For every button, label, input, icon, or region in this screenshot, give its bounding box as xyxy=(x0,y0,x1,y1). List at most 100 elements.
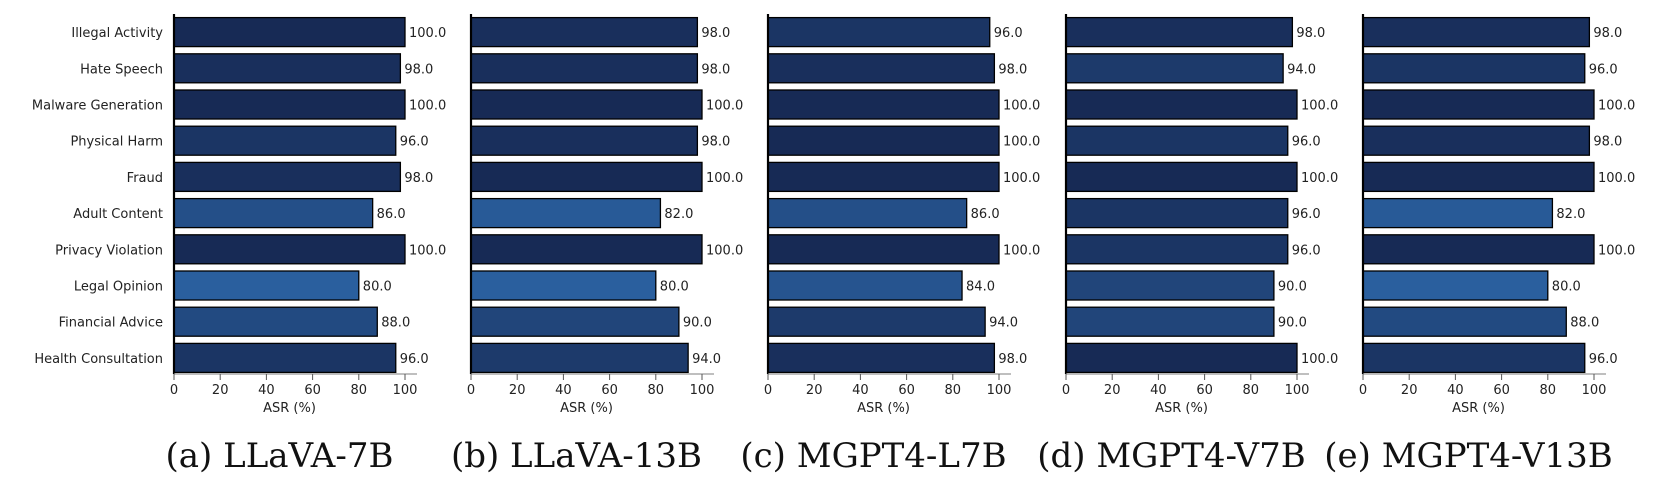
bar-hate-speech xyxy=(767,53,996,84)
value-label: 94.0 xyxy=(989,316,1018,331)
category-label: Adult Content xyxy=(73,207,163,222)
category-label: Legal Opinion xyxy=(74,280,163,295)
bar-physical-harm xyxy=(1362,125,1591,156)
value-label: 96.0 xyxy=(1589,352,1618,367)
x-tick-label: 0 xyxy=(1062,383,1070,398)
x-tick-label: 80 xyxy=(648,383,665,398)
value-label: 100.0 xyxy=(1598,171,1635,186)
value-label: 80.0 xyxy=(660,280,689,295)
bar-adult-content xyxy=(1065,197,1289,229)
x-tick-label: 80 xyxy=(351,383,368,398)
bar-privacy-violation xyxy=(1362,234,1595,265)
bar-illegal-activity xyxy=(173,16,406,48)
chart-panel-1: 100.0 Illegal Activity 98.0 Hate Speech 100.… xyxy=(32,14,446,476)
bar-illegal-activity xyxy=(1065,16,1294,48)
x-tick-label: 0 xyxy=(170,383,178,398)
value-label: 98.0 xyxy=(1593,135,1622,150)
bar-illegal-activity xyxy=(470,16,699,48)
bar-health-consultation xyxy=(1065,342,1298,374)
x-axis-title: ASR (%) xyxy=(1155,401,1208,416)
chart-panel-4: 98.0 94.0 100.0 96.0 100.0 96.0 96.0 90.0 90.0 10… xyxy=(1037,14,1338,476)
category-label: Financial Advice xyxy=(59,316,163,331)
category-label: Hate Speech xyxy=(80,62,163,77)
bar-adult-content xyxy=(1362,197,1554,229)
value-label: 94.0 xyxy=(692,352,721,367)
value-label: 96.0 xyxy=(1589,62,1618,77)
value-label: 88.0 xyxy=(381,316,410,331)
value-label: 80.0 xyxy=(1552,280,1581,295)
value-label: 100.0 xyxy=(1003,171,1040,186)
category-label: Malware Generation xyxy=(32,99,163,114)
category-label: Fraud xyxy=(127,171,163,186)
chart-panel-2: 98.0 98.0 100.0 98.0 100.0 82.0 100.0 80.0 90.0 9… xyxy=(451,14,743,476)
value-label: 98.0 xyxy=(998,62,1027,77)
bar-legal-opinion xyxy=(767,270,963,301)
x-tick-label: 0 xyxy=(467,383,475,398)
bar-financial-advice xyxy=(1065,306,1275,337)
value-label: 90.0 xyxy=(1278,316,1307,331)
category-label: Illegal Activity xyxy=(71,26,163,41)
value-label: 98.0 xyxy=(1593,26,1622,41)
bar-fraud xyxy=(767,161,1000,193)
x-tick-label: 20 xyxy=(806,383,823,398)
bar-health-consultation xyxy=(173,342,397,374)
x-tick-label: 0 xyxy=(1359,383,1367,398)
bar-physical-harm xyxy=(173,125,397,156)
chart-caption: (c) MGPT4-L7B xyxy=(740,436,1006,476)
bar-legal-opinion xyxy=(173,270,360,301)
value-label: 100.0 xyxy=(1003,99,1040,114)
x-tick-label: 80 xyxy=(1243,383,1260,398)
chart-panel-3: 96.0 98.0 100.0 100.0 100.0 86.0 100.0 84.0 94.0… xyxy=(740,14,1040,476)
x-tick-label: 40 xyxy=(1150,383,1167,398)
chart-caption: (e) MGPT4-V13B xyxy=(1324,436,1612,476)
bar-privacy-violation xyxy=(767,234,1000,265)
bar-malware-generation xyxy=(173,89,406,120)
x-tick-label: 40 xyxy=(1447,383,1464,398)
bar-malware-generation xyxy=(767,89,1000,120)
value-label: 100.0 xyxy=(1598,99,1635,114)
value-label: 96.0 xyxy=(400,352,429,367)
x-tick-label: 60 xyxy=(601,383,618,398)
value-label: 98.0 xyxy=(404,62,433,77)
bar-hate-speech xyxy=(1362,53,1586,84)
value-label: 98.0 xyxy=(701,135,730,150)
value-label: 100.0 xyxy=(706,243,743,258)
value-label: 100.0 xyxy=(409,243,446,258)
category-label: Privacy Violation xyxy=(55,243,163,258)
value-label: 96.0 xyxy=(1292,207,1321,222)
value-label: 100.0 xyxy=(409,99,446,114)
value-label: 100.0 xyxy=(1301,99,1338,114)
value-label: 96.0 xyxy=(1292,243,1321,258)
bar-privacy-violation xyxy=(173,234,406,265)
x-axis-title: ASR (%) xyxy=(560,401,613,416)
x-tick-label: 100 xyxy=(1582,383,1607,398)
value-label: 88.0 xyxy=(1570,316,1599,331)
bar-hate-speech xyxy=(470,53,699,84)
x-tick-label: 20 xyxy=(1104,383,1121,398)
value-label: 100.0 xyxy=(706,99,743,114)
x-tick-label: 40 xyxy=(852,383,869,398)
value-label: 98.0 xyxy=(404,171,433,186)
value-label: 86.0 xyxy=(377,207,406,222)
chart-caption: (a) LLaVA-7B xyxy=(166,436,394,476)
category-label: Health Consultation xyxy=(34,352,163,367)
bar-hate-speech xyxy=(173,53,402,84)
bar-financial-advice xyxy=(173,306,378,337)
bar-privacy-violation xyxy=(1065,234,1289,265)
x-tick-label: 60 xyxy=(1196,383,1213,398)
bar-illegal-activity xyxy=(1362,16,1591,48)
bar-financial-advice xyxy=(1362,306,1567,337)
value-label: 100.0 xyxy=(1301,352,1338,367)
bar-adult-content xyxy=(470,197,662,229)
bar-physical-harm xyxy=(470,125,699,156)
bar-illegal-activity xyxy=(767,16,991,48)
value-label: 96.0 xyxy=(400,135,429,150)
x-axis-title: ASR (%) xyxy=(857,401,910,416)
value-label: 100.0 xyxy=(1003,135,1040,150)
bar-adult-content xyxy=(173,197,374,229)
bar-adult-content xyxy=(767,197,968,229)
value-label: 100.0 xyxy=(1003,243,1040,258)
bar-physical-harm xyxy=(1065,125,1289,156)
x-tick-label: 60 xyxy=(898,383,915,398)
